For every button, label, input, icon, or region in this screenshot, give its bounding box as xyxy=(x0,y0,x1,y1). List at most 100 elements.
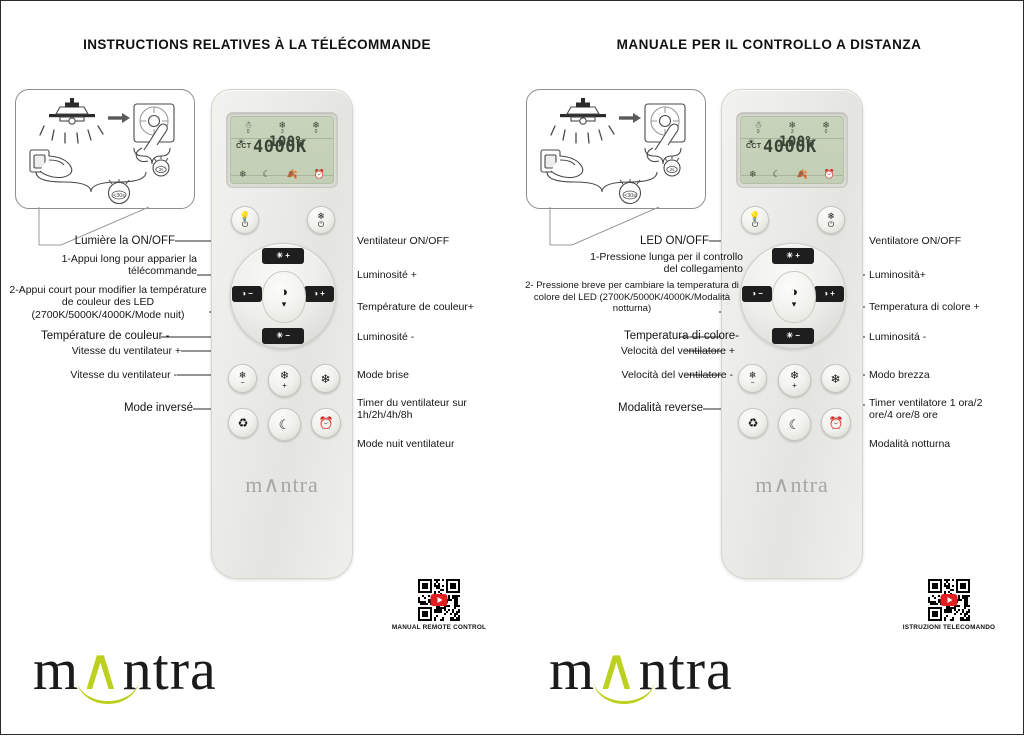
pairing-illustration-box: 3s <30s xyxy=(15,89,195,209)
reverse-mode-button[interactable]: ♻ xyxy=(228,408,258,438)
qr-caption: MANUAL REMOTE CONTROL xyxy=(391,624,487,631)
fan-icon: ❄ xyxy=(822,120,830,130)
wifi-icon: ▾ xyxy=(791,299,797,309)
lcd-brightness-value: 100% xyxy=(269,134,305,150)
breeze-mode-button[interactable]: ❄ xyxy=(821,364,850,393)
lcd-mode-row: ❄ ☾ 🍂 ⏰ xyxy=(741,166,843,182)
label-fan-speed-down: Velocità del ventilatore - xyxy=(621,369,733,381)
pairing-illustration-svg: 3s <30s xyxy=(540,98,686,205)
lcd-display: ☃ 0 ❄ 3 ❄ 0 CCT 400 xyxy=(230,116,334,184)
timer-30s-text: <30s xyxy=(624,193,636,199)
fan-power-icon: ❄ ⏻ xyxy=(827,210,835,229)
minus-icon: − xyxy=(795,331,800,340)
fan-power-button[interactable]: ❄ ⏻ xyxy=(817,206,845,234)
label-brightness-up: Luminosité + xyxy=(357,269,417,281)
fan-speed-down-button[interactable]: ❄ − xyxy=(228,364,257,393)
plus-icon: + xyxy=(285,251,290,260)
fan-speed-down-button[interactable]: ❄ − xyxy=(738,364,767,393)
qr-block-italian[interactable]: ISTRUZIONI TELECOMANDO xyxy=(889,579,1009,631)
cct-icon: ◑ xyxy=(313,289,319,298)
label-brightness-down: Luminositá - xyxy=(869,331,927,343)
plus-icon: + xyxy=(830,289,835,298)
youtube-play-icon[interactable] xyxy=(940,594,958,606)
label-reverse-mode: Mode inversé xyxy=(123,402,193,414)
night-mode-icon: ☾ xyxy=(772,168,781,179)
night-mode-icon: ☾ xyxy=(262,168,271,179)
brand-peak-glyph: ∧ xyxy=(263,472,281,497)
sun-icon: ☀ xyxy=(786,251,794,260)
label-cct-up: Temperatura di colore + xyxy=(869,301,980,313)
lcd-cct-label: CCT xyxy=(236,143,252,150)
fan-icon: ❄ xyxy=(312,120,320,130)
brand-smile-arc xyxy=(593,679,655,704)
plus-icon: + xyxy=(795,251,800,260)
lcd-status-row: ☃ 0 ❄ 3 ❄ 0 xyxy=(231,118,333,139)
brightness-up-button[interactable]: ☀ + xyxy=(262,248,304,264)
minus-icon: − xyxy=(758,289,763,298)
dpad: ☀ + ☀ − ◑ − ◑ + ◑ ▾ xyxy=(740,243,846,349)
night-mode-button[interactable]: ☾ xyxy=(778,408,811,441)
label-pair-long-press: 1-Appui long pour apparier la télécomman… xyxy=(61,253,197,278)
bulb-power-icon: 💡 ⏻ xyxy=(749,210,761,229)
timer-button[interactable]: ⏰ xyxy=(821,408,851,438)
label-fan-night-mode: Mode nuit ventilateur xyxy=(357,438,455,450)
label-night-mode: Modalità notturna xyxy=(869,438,951,450)
fan-plus-icon: ❄ + xyxy=(789,370,800,390)
qr-code[interactable] xyxy=(418,579,460,621)
qr-block-french[interactable]: MANUAL REMOTE CONTROL xyxy=(379,579,499,631)
lcd-bezel: ☃ 0 ❄ 3 ❄ 0 CCT 400 xyxy=(736,112,848,188)
brightness-down-button[interactable]: ☀ − xyxy=(772,328,814,344)
label-light-onoff: Lumière la ON/OFF xyxy=(74,235,175,247)
sun-icon: ☀ xyxy=(276,331,284,340)
color-temperature-up-button[interactable]: ◑ + xyxy=(814,286,844,302)
qr-code[interactable] xyxy=(928,579,970,621)
plus-icon: + xyxy=(320,289,325,298)
light-power-button[interactable]: 💡 ⏻ xyxy=(741,206,769,234)
fan-speed-up-button[interactable]: ❄ + xyxy=(268,364,301,397)
label-fan-onoff: Ventilatore ON/OFF xyxy=(869,235,962,247)
color-temperature-down-button[interactable]: ◑ − xyxy=(232,286,262,302)
label-cct-up: Température de couleur+ xyxy=(357,301,475,313)
brightness-down-button[interactable]: ☀ − xyxy=(262,328,304,344)
timer-icon: ⏰ xyxy=(313,168,325,179)
lcd-bezel: ☃ 0 ❄ 3 ❄ 0 CCT 400 xyxy=(226,112,338,188)
lcd-cct-value: 4000K xyxy=(253,137,307,157)
brand-logo-italian: m∧ntra xyxy=(549,639,849,709)
label-reverse-mode: Modalità reverse xyxy=(617,402,703,414)
leaf-icon: ❄ xyxy=(830,371,841,386)
pairing-center-button[interactable]: ◑ ▾ xyxy=(772,271,816,323)
night-mode-button[interactable]: ☾ xyxy=(268,408,301,441)
lcd-main-row: CCT 4000K xyxy=(741,137,843,176)
leaf-icon: 🍂 xyxy=(286,168,298,179)
alarm-clock-icon: ⏰ xyxy=(318,416,334,430)
color-temperature-down-button[interactable]: ◑ − xyxy=(742,286,772,302)
lcd-mode-row: ❄ ☾ 🍂 ⏰ xyxy=(231,166,333,182)
label-pair-long-press: 1-Pressione lunga per il controllo del c… xyxy=(590,251,743,276)
light-power-button[interactable]: 💡 ⏻ xyxy=(231,206,259,234)
fan-icon: ❄ xyxy=(278,120,287,130)
lcd-light-status: ☃ 0 xyxy=(244,120,253,135)
reverse-mode-button[interactable]: ♻ xyxy=(738,408,768,438)
fan-speed-up-button[interactable]: ❄ + xyxy=(778,364,811,397)
half-circle-icon: ◑ xyxy=(790,284,798,299)
timer-button[interactable]: ⏰ xyxy=(311,408,341,438)
breeze-mode-button[interactable]: ❄ xyxy=(311,364,340,393)
timer-3s-text: 3s xyxy=(670,167,674,172)
lcd-fan-speed: ❄ 3 xyxy=(788,120,797,135)
label-cct-down: Température de couleur - xyxy=(41,330,170,342)
cct-icon: ◑ xyxy=(823,289,829,298)
brand-smile-arc xyxy=(77,679,139,704)
youtube-play-icon[interactable] xyxy=(430,594,448,606)
reverse-fan-icon: ♻ xyxy=(237,416,249,430)
dpad: ☀ + ☀ − ◑ − ◑ + ◑ ▾ xyxy=(230,243,336,349)
color-temperature-up-button[interactable]: ◑ + xyxy=(304,286,334,302)
fan-power-button[interactable]: ❄ ⏻ xyxy=(307,206,335,234)
label-fan-speed-up: Vitesse du ventilateur + xyxy=(71,345,181,357)
moon-fan-icon: ☾ xyxy=(788,416,801,432)
brightness-up-button[interactable]: ☀ + xyxy=(772,248,814,264)
label-breeze-mode: Modo brezza xyxy=(869,369,930,381)
label-fan-speed-up: Velocità del ventilatore + xyxy=(620,345,735,357)
pairing-center-button[interactable]: ◑ ▾ xyxy=(262,271,306,323)
fan-power-icon: ❄ ⏻ xyxy=(317,210,325,229)
